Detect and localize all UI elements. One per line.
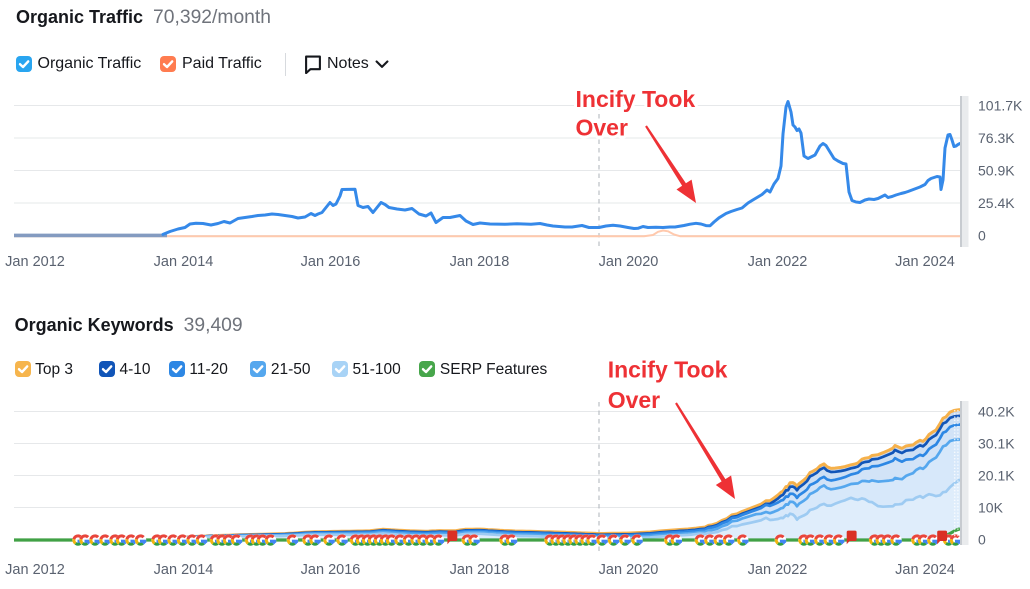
svg-text:Jan 2024: Jan 2024 [895, 254, 955, 270]
svg-text:76.3K: 76.3K [978, 130, 1015, 146]
svg-text:Jan 2018: Jan 2018 [450, 254, 510, 270]
svg-text:Incify Took: Incify Took [608, 357, 728, 383]
svg-text:0: 0 [978, 532, 986, 548]
svg-text:Jan 2018: Jan 2018 [450, 562, 510, 578]
svg-text:Jan 2016: Jan 2016 [301, 562, 361, 578]
svg-text:Jan 2024: Jan 2024 [895, 562, 955, 578]
svg-text:Jan 2020: Jan 2020 [599, 254, 659, 270]
svg-text:Jan 2022: Jan 2022 [748, 562, 808, 578]
svg-text:Jan 2014: Jan 2014 [154, 254, 214, 270]
svg-text:25.4K: 25.4K [978, 195, 1015, 211]
svg-text:40.2K: 40.2K [978, 404, 1015, 420]
svg-text:0: 0 [978, 228, 986, 244]
svg-text:Jan 2020: Jan 2020 [599, 562, 659, 578]
svg-text:Jan 2022: Jan 2022 [748, 254, 808, 270]
svg-text:20.1K: 20.1K [978, 468, 1015, 484]
svg-text:Over: Over [608, 387, 660, 413]
svg-text:10K: 10K [978, 500, 1004, 516]
svg-text:30.1K: 30.1K [978, 436, 1015, 452]
svg-text:101.7K: 101.7K [978, 98, 1023, 114]
svg-text:50.9K: 50.9K [978, 163, 1015, 179]
svg-text:Incify Took: Incify Took [576, 86, 696, 112]
svg-text:Over: Over [576, 115, 628, 141]
svg-text:Jan 2014: Jan 2014 [154, 562, 214, 578]
svg-text:Jan 2016: Jan 2016 [301, 254, 361, 270]
svg-text:Jan 2012: Jan 2012 [5, 562, 65, 578]
svg-text:Jan 2012: Jan 2012 [5, 254, 65, 270]
